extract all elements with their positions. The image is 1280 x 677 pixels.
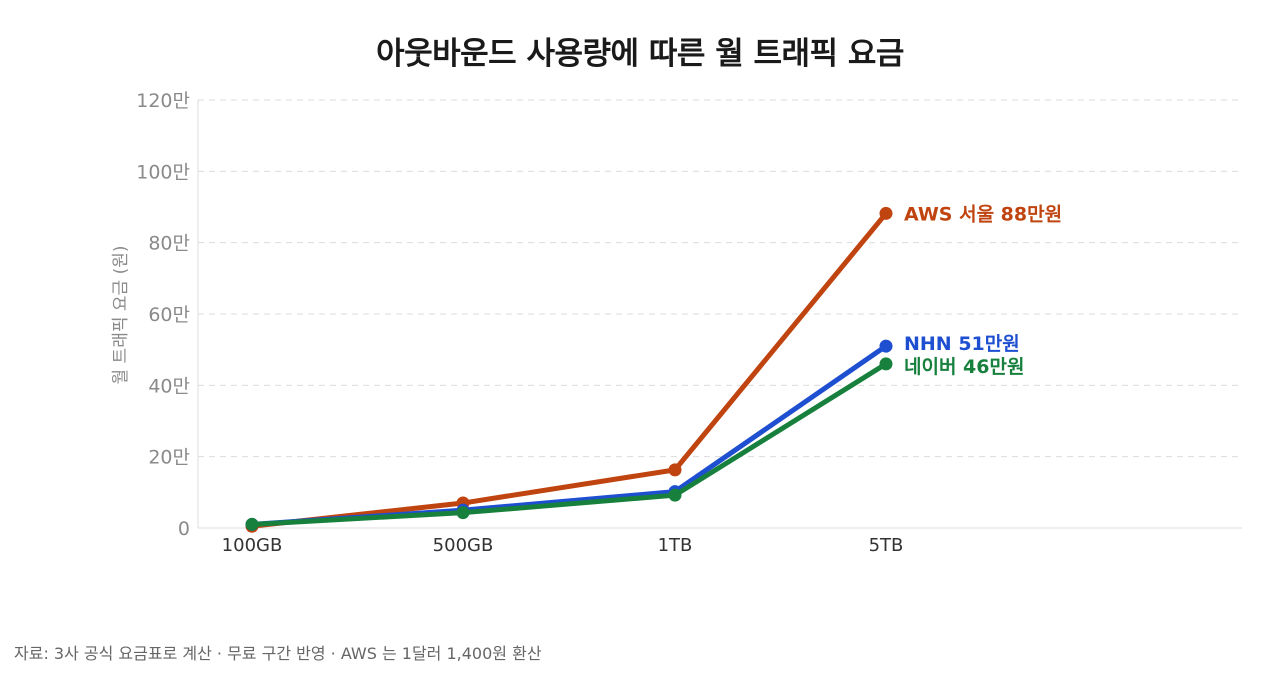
y-tick-label: 60만 bbox=[148, 304, 190, 326]
y-tick-label: 80만 bbox=[148, 233, 190, 255]
x-tick-label: 1TB bbox=[658, 535, 693, 556]
series-line bbox=[249, 361, 889, 527]
x-tick-label: 100GB bbox=[222, 535, 283, 556]
x-tick-labels: 100GB 500GB 1TB 5TB bbox=[222, 535, 904, 556]
y-tick-label: 40만 bbox=[148, 375, 190, 397]
y-tick-labels: 0 20만 40만 60만 80만 100만 120만 bbox=[136, 90, 190, 540]
data-point bbox=[668, 488, 682, 502]
series-line bbox=[249, 343, 889, 527]
series-end-label: AWS 서울 88만원 bbox=[904, 203, 1062, 225]
y-tick-label: 100만 bbox=[136, 161, 190, 183]
y-tick-label: 20만 bbox=[148, 447, 190, 469]
series-end-label: NHN 51만원 bbox=[904, 333, 1020, 355]
y-axis-label: 월 트래픽 요금 (원) bbox=[111, 246, 131, 385]
series-end-label: 네이버 46만원 bbox=[904, 356, 1024, 378]
x-tick-label: 500GB bbox=[433, 535, 494, 556]
data-point bbox=[879, 206, 893, 220]
series bbox=[245, 206, 893, 533]
data-point bbox=[456, 506, 470, 520]
source-note: 자료: 3사 공식 요금표로 계산 · 무료 구간 반영 · AWS 는 1달러… bbox=[14, 644, 542, 663]
series-line bbox=[249, 210, 889, 529]
chart-title: 아웃바운드 사용량에 따른 월 트래픽 요금 bbox=[376, 36, 904, 72]
y-tick-label: 120만 bbox=[136, 90, 190, 112]
x-tick-label: 5TB bbox=[869, 535, 904, 556]
gridlines bbox=[198, 99, 1242, 458]
data-point bbox=[879, 339, 893, 353]
data-point bbox=[668, 463, 682, 477]
y-tick-label: 0 bbox=[178, 518, 190, 540]
axes: 월 트래픽 요금 (원) bbox=[111, 100, 1242, 529]
data-point bbox=[245, 517, 259, 531]
data-point bbox=[879, 357, 893, 371]
